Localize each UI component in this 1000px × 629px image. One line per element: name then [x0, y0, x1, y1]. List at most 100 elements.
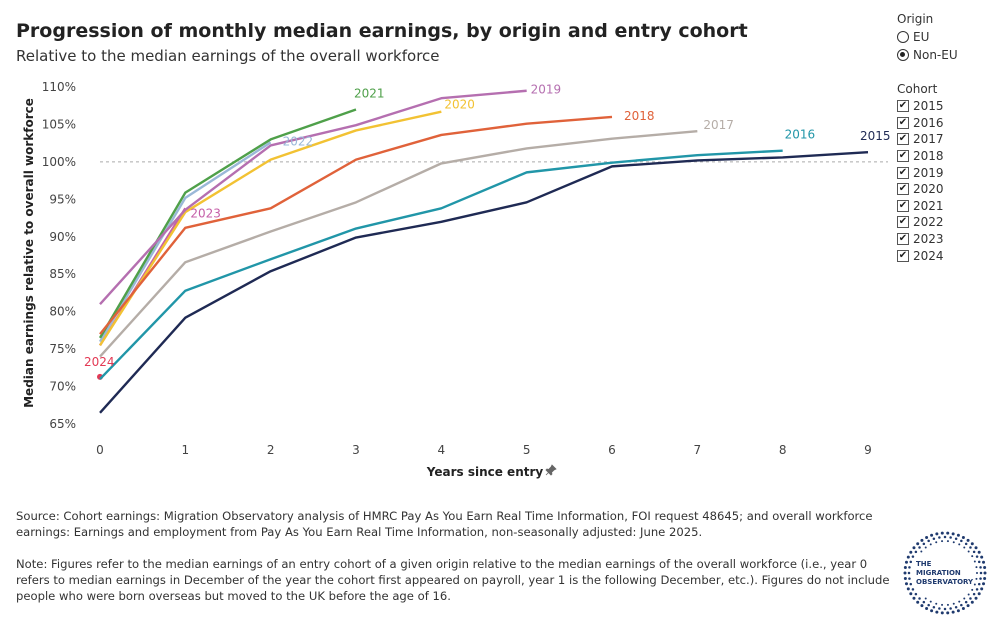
logo-dot	[927, 539, 930, 543]
pin-icon[interactable]	[545, 464, 557, 479]
series-label-2021: 2021	[354, 86, 385, 100]
radio-eu[interactable]	[897, 31, 909, 43]
logo-dot	[958, 543, 961, 546]
logo-dot	[969, 546, 972, 549]
cohort-option-2017[interactable]: ✔ 2017	[897, 131, 944, 148]
series-line-2018[interactable]	[99, 115, 613, 335]
logo-dot	[975, 577, 978, 580]
logo-dot	[935, 602, 938, 605]
cohort-option-2019[interactable]: ✔ 2019	[897, 164, 944, 181]
logo-dot	[946, 540, 949, 543]
logo-dot	[911, 588, 915, 591]
chart-subtitle: Relative to the median earnings of the o…	[16, 47, 440, 65]
radio-non-eu[interactable]	[897, 49, 909, 61]
series-line-2021[interactable]	[98, 108, 357, 339]
logo-dot	[949, 607, 952, 610]
x-tick-label: 0	[96, 443, 104, 457]
cohort-option-2023[interactable]: ✔ 2023	[897, 231, 944, 248]
logo-dot	[925, 535, 929, 539]
cohort-option-2021[interactable]: ✔ 2021	[897, 198, 944, 215]
logo-dot	[979, 577, 982, 580]
logo-dot	[967, 593, 970, 596]
logo-dot	[964, 600, 968, 604]
logo-dot	[963, 597, 966, 600]
logo-dot	[908, 566, 911, 569]
logo-dot	[920, 550, 923, 553]
logo-dot	[971, 588, 974, 591]
series-label-2023: 2023	[190, 206, 221, 220]
series-line-2016[interactable]	[99, 149, 783, 380]
cohort-legend-title: Cohort	[897, 82, 938, 96]
logo-dot	[974, 546, 978, 550]
origin-option-eu[interactable]: EU	[897, 28, 958, 46]
y-tick-label: 65%	[49, 417, 76, 431]
note-text: Note: Figures refer to the median earnin…	[16, 557, 890, 603]
logo-dot	[912, 596, 916, 600]
x-tick-label: 6	[608, 443, 616, 457]
logo-dot	[972, 592, 976, 596]
cohort-option-2024[interactable]: ✔ 2024	[897, 247, 944, 264]
series-line-2020[interactable]	[98, 110, 442, 347]
cohort-option-label: 2024	[913, 248, 944, 263]
checkbox-icon[interactable]: ✔	[897, 166, 909, 179]
logo-dot	[914, 550, 918, 554]
logo-dot	[922, 542, 926, 546]
checkbox-icon[interactable]: ✔	[897, 216, 909, 229]
checkbox-icon[interactable]: ✔	[897, 116, 909, 129]
logo-dot	[938, 607, 941, 610]
series-line-2015[interactable]	[99, 150, 869, 414]
checkbox-icon[interactable]: ✔	[897, 100, 909, 113]
origin-option-non-eu[interactable]: Non-EU	[897, 46, 958, 64]
series-line-2019[interactable]	[99, 89, 527, 305]
logo-dot	[970, 600, 974, 604]
logo-dot	[977, 560, 981, 564]
cohort-option-2015[interactable]: ✔ 2015	[897, 98, 944, 115]
checkbox-icon[interactable]: ✔	[897, 150, 909, 163]
logo-dot	[960, 603, 963, 607]
series-lines	[97, 89, 869, 414]
cohort-option-2016[interactable]: ✔ 2016	[897, 115, 944, 132]
logo-line-1: THE	[916, 560, 932, 568]
series-label-2015: 2015	[860, 129, 891, 143]
logo-dot	[932, 537, 936, 541]
logo-dot	[961, 535, 965, 539]
series-line-2017[interactable]	[99, 129, 698, 358]
logo-dot	[952, 602, 955, 605]
logo-dot	[977, 582, 981, 586]
logo-dot	[903, 566, 907, 570]
logo-dot	[904, 560, 908, 564]
logo-dot	[904, 582, 908, 586]
checkbox-icon[interactable]: ✔	[897, 183, 909, 196]
line-chart: 65% 70% 75% 80% 85% 90% 95% 100% 105% 110% 0 1 2 3 4 5…	[22, 80, 891, 479]
checkbox-icon[interactable]: ✔	[897, 199, 909, 212]
cohort-option-label: 2015	[913, 99, 944, 114]
series-line-2022[interactable]	[98, 141, 272, 343]
logo-dot	[983, 571, 987, 575]
x-tick-label: 7	[694, 443, 702, 457]
logo-dot	[982, 560, 986, 564]
origin-legend: Origin EU Non-EU	[897, 12, 958, 64]
logo-dot	[967, 550, 970, 553]
cohort-option-2020[interactable]: ✔ 2020	[897, 181, 944, 198]
logo-dot	[983, 566, 987, 570]
cohort-option-2018[interactable]: ✔ 2018	[897, 148, 944, 165]
x-tick-label: 5	[523, 443, 531, 457]
checkbox-icon[interactable]: ✔	[897, 233, 909, 246]
logo-dot	[975, 555, 979, 558]
logo-dot	[929, 543, 932, 546]
cohort-option-2022[interactable]: ✔ 2022	[897, 214, 944, 231]
logo-dot	[909, 582, 913, 586]
series-label-2020: 2020	[444, 98, 475, 112]
logo-dot	[960, 539, 963, 543]
checkbox-icon[interactable]: ✔	[897, 249, 909, 262]
logo-dot	[963, 546, 966, 549]
logo-dot	[979, 566, 982, 569]
logo-dot	[906, 587, 910, 591]
cohort-legend: Cohort ✔ 2015 ✔ 2016 ✔ 2017 ✔ 2018 ✔ 2019 ✔ 2020 ✔ 20…	[897, 82, 944, 264]
logo-dot	[964, 542, 968, 546]
logo-dot	[927, 603, 930, 607]
logo-dot	[958, 600, 961, 603]
checkbox-icon[interactable]: ✔	[897, 133, 909, 146]
logo-dot	[974, 596, 978, 600]
y-tick-label: 110%	[42, 80, 76, 94]
